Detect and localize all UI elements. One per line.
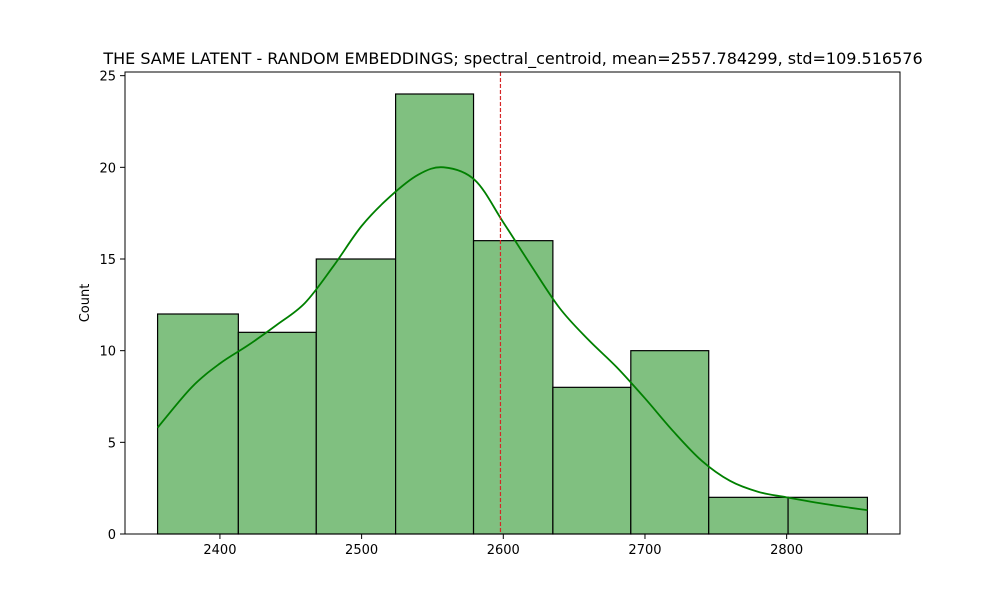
x-tick-label: 2700 bbox=[628, 543, 661, 558]
x-tick-label: 2800 bbox=[770, 543, 803, 558]
y-tick-label: 5 bbox=[108, 436, 116, 451]
y-tick-label: 20 bbox=[99, 161, 116, 176]
chart-title: THE SAME LATENT - RANDOM EMBEDDINGS; spe… bbox=[102, 49, 922, 69]
histogram-bar bbox=[315, 258, 397, 535]
histogram-bars bbox=[156, 93, 869, 535]
histogram-bar bbox=[237, 331, 317, 535]
x-tick-label: 2400 bbox=[203, 543, 236, 558]
y-axis-label: Count bbox=[78, 284, 93, 323]
histogram-bar bbox=[787, 496, 869, 535]
histogram-bar bbox=[472, 240, 554, 535]
kde-curve bbox=[156, 166, 868, 512]
histogram-bar bbox=[708, 496, 789, 535]
x-tick-label: 2500 bbox=[345, 543, 378, 558]
histogram-bar bbox=[156, 313, 239, 535]
y-tick-label: 15 bbox=[99, 253, 116, 268]
y-tick-label: 0 bbox=[108, 528, 116, 543]
histogram-bar bbox=[552, 386, 632, 535]
kde-layer bbox=[156, 166, 868, 512]
histogram-bar bbox=[395, 93, 475, 535]
y-tick-label: 10 bbox=[99, 345, 116, 360]
y-tick-label: 25 bbox=[99, 70, 116, 85]
y-axis: 0 5 10 15 20 25 bbox=[99, 70, 125, 543]
plot-frame bbox=[124, 71, 901, 535]
x-axis: 2400 2500 2600 2700 2800 bbox=[203, 534, 803, 558]
histogram-bar bbox=[630, 350, 710, 535]
x-tick-label: 2600 bbox=[487, 543, 520, 558]
